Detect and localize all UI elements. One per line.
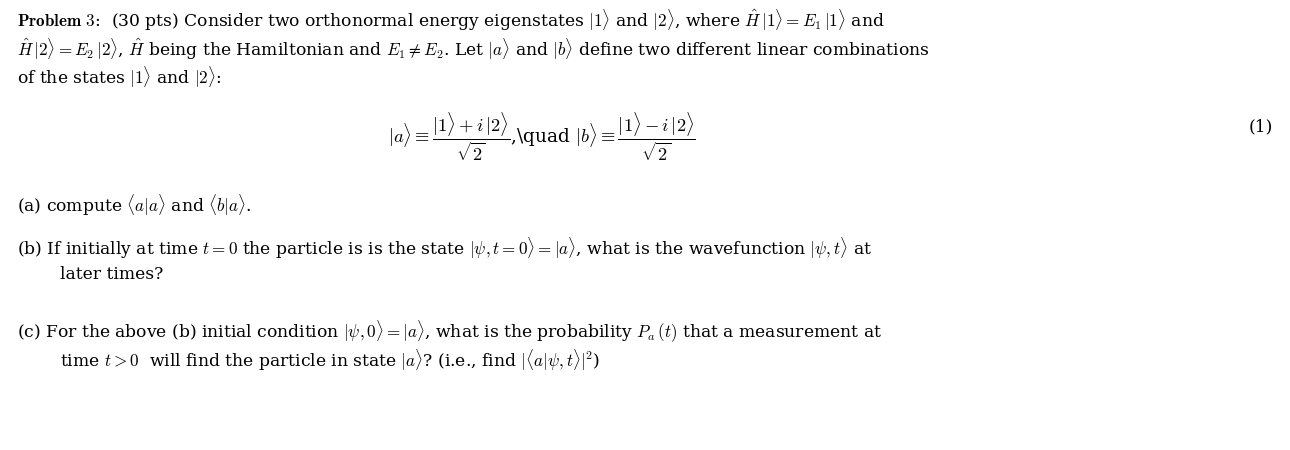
Text: later times?: later times? [61,266,164,283]
Text: (c) For the above (b) initial condition $|\psi, 0\rangle = |a\rangle$, what is t: (c) For the above (b) initial condition … [17,318,882,344]
Text: $\hat{H}\,|2\rangle = E_2\,|2\rangle$, $\hat{H}$ being the Hamiltonian and $E_1 : $\hat{H}\,|2\rangle = E_2\,|2\rangle$, $… [17,37,929,62]
Text: (b) If initially at time $t = 0$ the particle is is the state $|\psi, t = 0\rang: (b) If initially at time $t = 0$ the par… [17,236,872,261]
Text: of the states $|1\rangle$ and $|2\rangle$:: of the states $|1\rangle$ and $|2\rangle… [17,65,221,90]
Text: $\mathbf{Problem\ 3}$:  (30 pts) Consider two orthonormal energy eigenstates $|1: $\mathbf{Problem\ 3}$: (30 pts) Consider… [17,8,885,33]
Text: $|a\rangle \equiv \dfrac{|1\rangle + i\,|2\rangle}{\sqrt{2}}$,\quad $|b\rangle \: $|a\rangle \equiv \dfrac{|1\rangle + i\,… [388,110,695,163]
Text: (1): (1) [1249,118,1273,135]
Text: (a) compute $\langle a|a\rangle$ and $\langle b|a\rangle$.: (a) compute $\langle a|a\rangle$ and $\l… [17,193,252,218]
Text: time $t > 0$  will find the particle in state $|a\rangle$? (i.e., find $|\langle: time $t > 0$ will find the particle in s… [61,348,600,373]
